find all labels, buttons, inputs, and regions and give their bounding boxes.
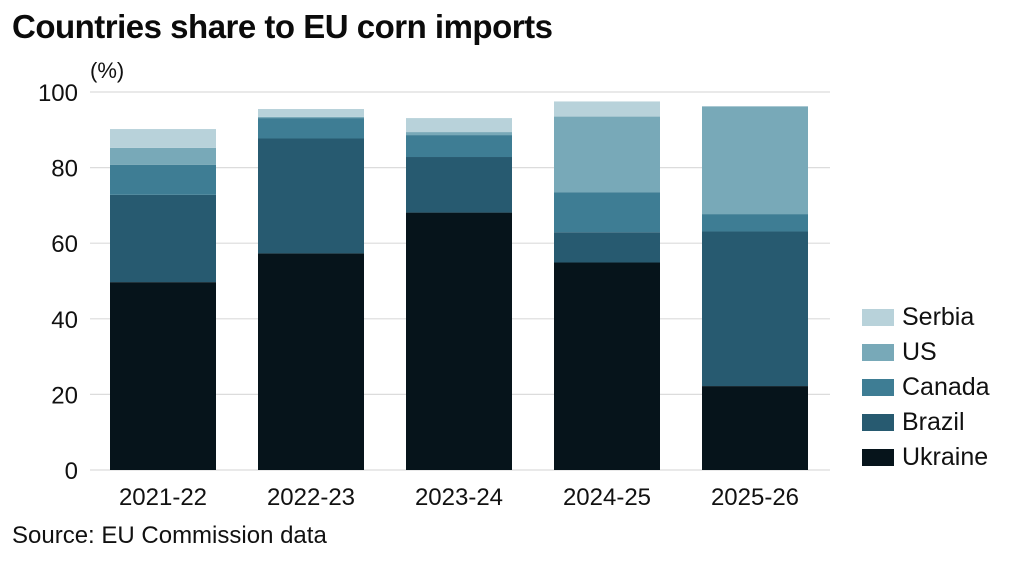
legend-label: Brazil [902, 408, 965, 436]
bar-segment-canada-2025-26 [702, 214, 808, 232]
legend: Serbia US Canada Brazil Ukraine [862, 300, 990, 475]
bar-segment-canada-2021-22 [110, 164, 216, 195]
bar-segment-canada-2023-24 [406, 135, 512, 158]
legend-item-ukraine: Ukraine [862, 440, 990, 475]
legend-swatch [862, 309, 894, 326]
bar-segment-us-2023-24 [406, 132, 512, 136]
bar-segment-brazil-2023-24 [406, 157, 512, 213]
bar-segment-brazil-2025-26 [702, 231, 808, 387]
legend-item-brazil: Brazil [862, 405, 990, 440]
legend-item-canada: Canada [862, 370, 990, 405]
legend-swatch [862, 379, 894, 396]
legend-item-serbia: Serbia [862, 300, 990, 335]
legend-item-us: US [862, 335, 990, 370]
bar-segment-canada-2022-23 [258, 118, 364, 139]
bar-segment-brazil-2024-25 [554, 232, 660, 263]
bar-segment-us-2022-23 [258, 116, 364, 119]
y-tick-label: 0 [65, 458, 78, 485]
legend-swatch [862, 344, 894, 361]
y-tick-label: 60 [51, 231, 78, 258]
y-tick-label: 80 [51, 156, 78, 183]
legend-swatch [862, 414, 894, 431]
x-tick-label: 2023-24 [415, 484, 503, 511]
bar-segment-brazil-2021-22 [110, 194, 216, 283]
bar-segment-ukraine-2025-26 [702, 386, 808, 470]
bar-segment-serbia-2021-22 [110, 129, 216, 148]
chart-title: Countries share to EU corn imports [12, 8, 553, 45]
x-tick-label: 2021-22 [119, 484, 207, 511]
legend-label: Serbia [902, 303, 975, 331]
legend-swatch [862, 449, 894, 466]
y-tick-label: 100 [38, 80, 78, 107]
x-tick-label: 2025-26 [711, 484, 799, 511]
bar-segment-us-2021-22 [110, 147, 216, 165]
bar-segment-canada-2024-25 [554, 192, 660, 233]
bar-segment-ukraine-2024-25 [554, 262, 660, 470]
bar-segment-brazil-2022-23 [258, 138, 364, 254]
bar-segment-serbia-2024-25 [554, 101, 660, 117]
bar-segment-us-2024-25 [554, 116, 660, 193]
y-tick-label: 20 [51, 382, 78, 409]
bar-segment-ukraine-2022-23 [258, 253, 364, 470]
legend-label: Canada [902, 373, 990, 401]
source-note: Source: EU Commission data [12, 522, 327, 549]
bar-segment-us-2025-26 [702, 106, 808, 215]
y-axis-unit-label: (%) [90, 58, 125, 83]
x-tick-label: 2024-25 [563, 484, 651, 511]
y-tick-label: 40 [51, 307, 78, 334]
bar-segment-serbia-2023-24 [406, 118, 512, 133]
x-tick-label: 2022-23 [267, 484, 355, 511]
bar-segment-ukraine-2021-22 [110, 282, 216, 470]
bar-segment-ukraine-2023-24 [406, 212, 512, 470]
legend-label: US [902, 338, 937, 366]
bar-segment-serbia-2022-23 [258, 109, 364, 117]
legend-label: Ukraine [902, 443, 989, 471]
